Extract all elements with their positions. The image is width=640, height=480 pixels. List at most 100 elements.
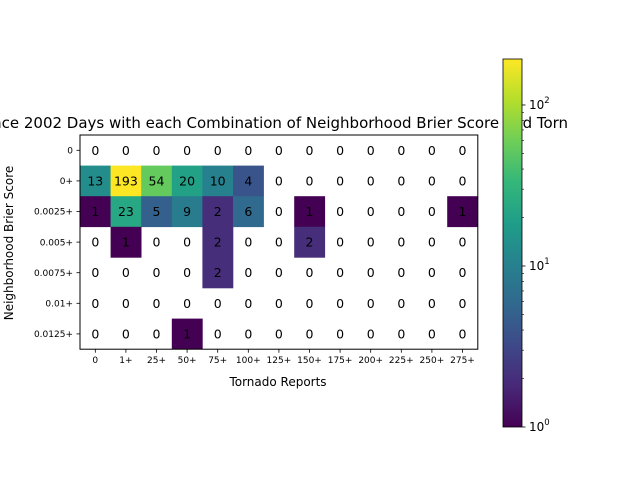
cell-value-label: 0 xyxy=(183,235,191,250)
cell-value-label: 0 xyxy=(459,326,467,341)
cell-value-label: 0 xyxy=(428,326,436,341)
cell-value-label: 0 xyxy=(367,265,375,280)
heatmap-cell xyxy=(171,196,203,228)
cell-value-label: 0 xyxy=(397,143,405,158)
colorbar-tick-label: 102 xyxy=(529,96,550,112)
cell-value-label: 4 xyxy=(244,173,252,188)
cell-value-label: 0 xyxy=(91,326,99,341)
heatmap-cell xyxy=(110,196,142,228)
cell-value-label: 0 xyxy=(275,143,283,158)
cell-value-label: 0 xyxy=(397,235,405,250)
heatmap-cell xyxy=(233,196,264,228)
cell-value-label: 0 xyxy=(275,235,283,250)
cell-value-label: 0 xyxy=(336,143,344,158)
cell-value-label: 0 xyxy=(244,235,252,250)
colorbar: 100 101 102 xyxy=(502,58,550,434)
colorbar-gradient xyxy=(502,58,523,428)
cell-value-label: 1 xyxy=(122,235,130,250)
heatmap-cell xyxy=(141,165,173,197)
cell-value-label: 1 xyxy=(459,204,467,219)
cell-value-label: 1 xyxy=(183,326,191,341)
y-axis-ticks: 0 0+ 0.0025+ 0.005+ 0.0075+ 0.01+ 0.0125+ xyxy=(34,147,80,340)
x-tick-label: 100+ xyxy=(236,356,261,366)
cell-value-label: 0 xyxy=(367,296,375,311)
cell-value-label: 0 xyxy=(336,265,344,280)
cell-value-label: 2 xyxy=(214,265,222,280)
cell-value-label: 0 xyxy=(336,296,344,311)
x-tick-label: 175+ xyxy=(328,356,353,366)
cell-value-label: 0 xyxy=(336,204,344,219)
cell-value-label: 0 xyxy=(183,265,191,280)
cell-value-label: 0 xyxy=(459,173,467,188)
heatmap-cell-labels: 0 0 0 0 0 0 0 0 0 0 0 0 013 193 54 20 10 4 0 0 0 0 0 0 01 23 5 9 2 6 0… xyxy=(87,143,466,342)
heatmap-cell xyxy=(171,318,203,350)
cell-value-label: 0 xyxy=(275,173,283,188)
heatmap-cell xyxy=(294,196,326,228)
cell-value-label: 1 xyxy=(306,204,314,219)
heatmap-cell xyxy=(447,196,479,228)
heatmap-cell xyxy=(110,226,142,258)
cell-value-label: 5 xyxy=(153,204,161,219)
y-tick-label: 0.0075+ xyxy=(34,269,73,279)
cell-value-label: 0 xyxy=(306,326,314,341)
heatmap-cell xyxy=(141,196,173,228)
cell-value-label: 0 xyxy=(428,204,436,219)
y-tick-label: 0.005+ xyxy=(40,238,73,248)
heatmap-cell xyxy=(202,196,234,228)
cell-value-label: 0 xyxy=(428,143,436,158)
cell-value-label: 0 xyxy=(367,326,375,341)
chart-title: ince 2002 Days with each Combination of … xyxy=(0,114,568,132)
cell-value-label: 0 xyxy=(153,326,161,341)
cell-value-label: 0 xyxy=(275,326,283,341)
cell-value-label: 6 xyxy=(244,204,252,219)
y-tick-label: 0+ xyxy=(60,177,73,187)
cell-value-label: 0 xyxy=(459,265,467,280)
cell-value-label: 0 xyxy=(397,204,405,219)
cell-value-label: 0 xyxy=(367,204,375,219)
cell-value-label: 0 xyxy=(306,296,314,311)
heatmap-cell xyxy=(294,226,326,258)
cell-value-label: 2 xyxy=(214,235,222,250)
cell-value-label: 0 xyxy=(91,296,99,311)
cell-value-label: 2 xyxy=(214,204,222,219)
cell-value-label: 0 xyxy=(244,265,252,280)
y-axis-label: Neighborhood Brier Score xyxy=(2,166,16,321)
cell-value-label: 13 xyxy=(87,173,103,188)
heatmap-cell xyxy=(202,257,234,289)
x-tick-label: 150+ xyxy=(297,356,322,366)
x-tick-label: 25+ xyxy=(147,356,166,366)
cell-value-label: 0 xyxy=(244,326,252,341)
y-tick-label: 0.0125+ xyxy=(34,330,73,340)
x-tick-label: 1+ xyxy=(119,356,132,366)
cell-value-label: 0 xyxy=(397,173,405,188)
cell-value-label: 0 xyxy=(275,204,283,219)
cell-value-label: 0 xyxy=(122,265,130,280)
heatmap-cell xyxy=(80,196,111,228)
cell-value-label: 0 xyxy=(306,173,314,188)
cell-value-label: 0 xyxy=(91,235,99,250)
cell-value-label: 0 xyxy=(428,265,436,280)
cell-value-label: 0 xyxy=(459,296,467,311)
x-tick-label: 250+ xyxy=(420,356,445,366)
cell-value-label: 0 xyxy=(214,143,222,158)
cell-value-label: 1 xyxy=(91,204,99,219)
cell-value-label: 0 xyxy=(91,265,99,280)
cell-value-label: 54 xyxy=(149,173,165,188)
x-axis-ticks: 0 1+ 25+ 50+ 75+ 100+ 125+ 150+ 175+ 200+ 225+ 250+… xyxy=(92,349,475,366)
cell-value-label: 0 xyxy=(428,296,436,311)
x-tick-label: 125+ xyxy=(267,356,292,366)
y-tick-label: 0.0025+ xyxy=(34,208,73,218)
cell-value-label: 0 xyxy=(336,173,344,188)
x-axis-label: Tornado Reports xyxy=(228,375,326,389)
heatmap-cell xyxy=(233,165,264,197)
cell-value-label: 0 xyxy=(153,296,161,311)
cell-value-label: 0 xyxy=(367,173,375,188)
cell-value-label: 0 xyxy=(91,143,99,158)
colorbar-tick-label: 100 xyxy=(529,418,550,434)
heatmap-cells xyxy=(80,165,479,350)
cell-value-label: 0 xyxy=(183,143,191,158)
cell-value-label: 0 xyxy=(275,296,283,311)
cell-value-label: 0 xyxy=(122,326,130,341)
x-tick-label: 0 xyxy=(92,356,98,366)
